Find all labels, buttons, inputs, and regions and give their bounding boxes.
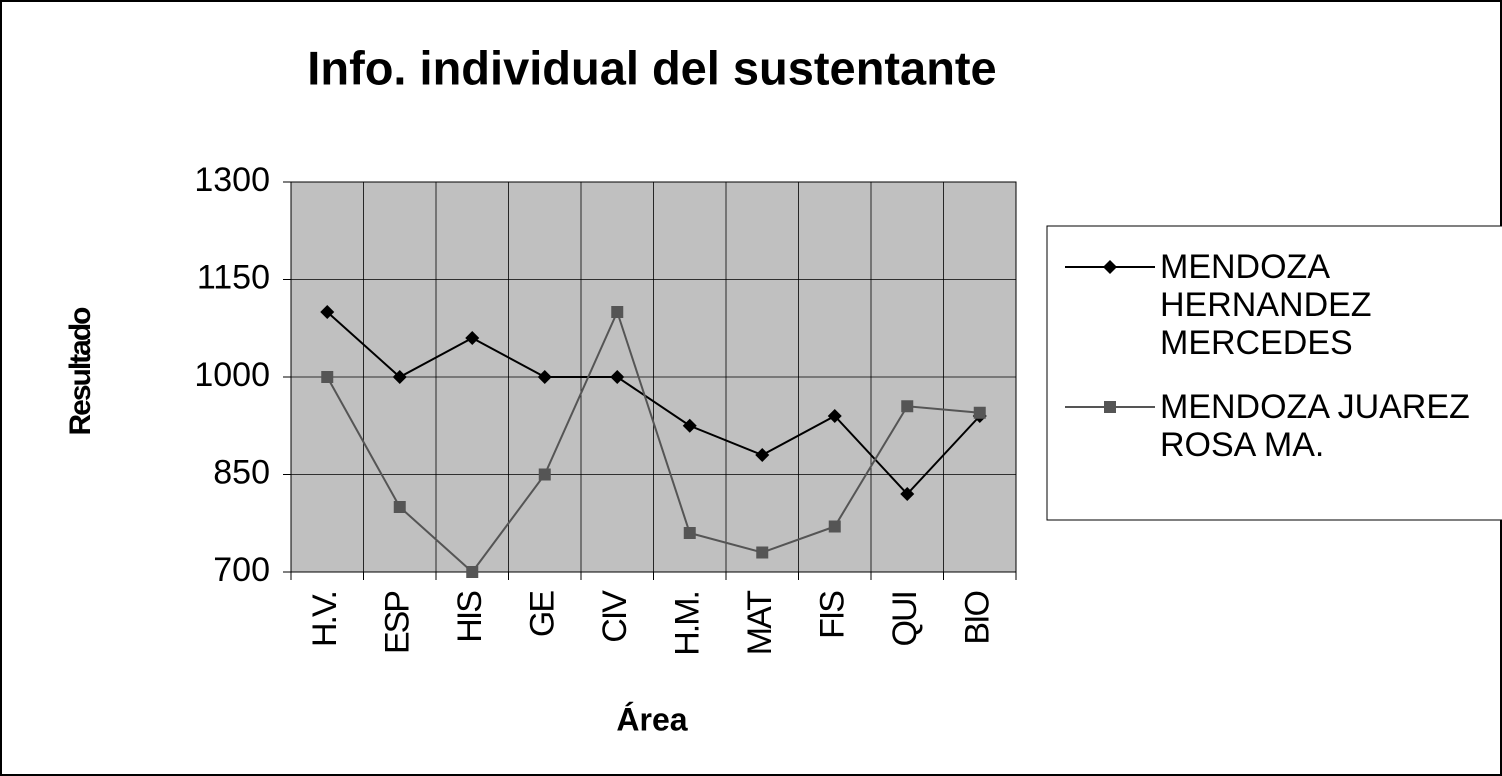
- x-tick-label: H.V.: [306, 592, 344, 647]
- point-marker: [610, 370, 625, 384]
- point-marker: [682, 418, 697, 433]
- x-tick-label: CIV: [596, 590, 634, 643]
- x-tick-label: ESP: [379, 592, 417, 654]
- x-tick-label: QUI: [886, 592, 924, 646]
- y-axis-title: Resultado: [64, 307, 97, 436]
- chart-title: Info. individual del sustentante: [307, 41, 996, 94]
- legend-marker: [1104, 401, 1116, 413]
- x-tick-label: H.M.: [669, 592, 707, 656]
- point-marker: [827, 409, 842, 423]
- series-line: [326, 309, 980, 574]
- legend-marker: [1103, 260, 1117, 274]
- y-tick-label: 850: [213, 453, 270, 491]
- point-marker: [393, 501, 406, 513]
- x-tick-label: HIS: [451, 591, 489, 643]
- point-marker: [973, 406, 986, 419]
- point-marker: [756, 546, 769, 559]
- series-line: [326, 311, 981, 496]
- x-tick-label: MAT: [741, 591, 779, 655]
- y-tick-label: 1300: [194, 161, 270, 199]
- y-tick-label: 1150: [197, 258, 270, 296]
- point-marker: [828, 520, 841, 533]
- legend-box: [1046, 225, 1502, 521]
- y-tick-label: 1000: [194, 356, 270, 394]
- point-marker: [683, 527, 696, 539]
- point-marker: [900, 487, 915, 501]
- point-marker: [321, 371, 334, 383]
- point-marker: [465, 331, 480, 345]
- point-marker: [611, 306, 624, 318]
- point-marker: [466, 566, 479, 578]
- point-marker: [320, 305, 335, 319]
- y-tick-label: 700: [213, 551, 270, 589]
- point-marker: [538, 468, 551, 481]
- point-marker: [392, 370, 407, 384]
- legend-label: MENDOZA JUAREZ ROSA MA.: [1160, 388, 1470, 464]
- x-tick-label: FIS: [814, 591, 852, 639]
- point-marker: [755, 448, 770, 462]
- legend-label: MENDOZA HERNANDEZ MERCEDES: [1160, 248, 1372, 362]
- point-marker: [901, 400, 914, 413]
- x-tick-label: BIO: [959, 591, 997, 644]
- point-marker: [537, 370, 552, 384]
- x-axis-title: Área: [616, 701, 687, 737]
- x-tick-label: GE: [524, 591, 562, 637]
